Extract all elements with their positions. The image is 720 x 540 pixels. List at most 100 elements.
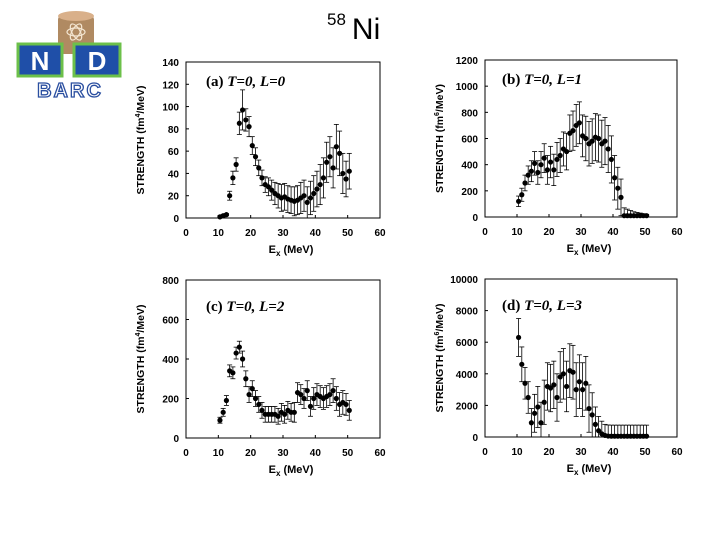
data-marker bbox=[217, 417, 223, 423]
data-point bbox=[324, 385, 330, 408]
data-point bbox=[528, 160, 535, 183]
data-marker bbox=[525, 394, 531, 401]
data-point bbox=[301, 179, 307, 212]
data-point bbox=[564, 360, 570, 413]
data-point bbox=[333, 386, 339, 411]
x-tick-label: 60 bbox=[671, 227, 683, 238]
y-tick-label: 4000 bbox=[456, 370, 479, 381]
y-axis-label-main: STRENGTH (fm bbox=[135, 336, 147, 413]
panel-label: (a) T=0, L=0 bbox=[206, 74, 286, 90]
y-tick-label: 400 bbox=[461, 161, 478, 172]
chart-panel-d: 0 10 20 30 40 50 60 0 2000 4000 6000 8000 10000 Ex (M… bbox=[434, 275, 683, 477]
data-marker bbox=[304, 199, 310, 205]
x-tick-label: 10 bbox=[511, 447, 523, 458]
panel-label: (b) T=0, L=1 bbox=[502, 72, 582, 88]
data-marker bbox=[252, 154, 259, 160]
data-marker bbox=[249, 386, 255, 392]
data-point bbox=[272, 181, 278, 206]
x-tick-label: 40 bbox=[310, 448, 322, 459]
data-point bbox=[327, 136, 333, 178]
data-marker bbox=[230, 370, 236, 376]
data-marker bbox=[532, 160, 538, 166]
y-axis-label: STRENGTH (fm4/MeV) bbox=[135, 86, 147, 195]
data-point bbox=[551, 153, 557, 187]
data-point bbox=[236, 340, 242, 354]
data-point bbox=[532, 393, 538, 433]
data-point bbox=[554, 373, 560, 422]
data-point bbox=[330, 147, 336, 189]
data-marker bbox=[570, 128, 576, 134]
x-tick-label: 30 bbox=[277, 448, 289, 459]
data-marker bbox=[644, 433, 650, 439]
y-axis-label-main: STRENGTH (fm bbox=[434, 335, 446, 412]
data-marker bbox=[343, 401, 349, 408]
data-marker bbox=[265, 184, 272, 190]
x-axis-label-sub: x bbox=[574, 468, 579, 477]
y-tick-label: 0 bbox=[472, 433, 478, 444]
data-marker bbox=[320, 175, 327, 181]
y-tick-label: 0 bbox=[472, 213, 478, 224]
data-marker bbox=[314, 186, 320, 192]
data-point bbox=[217, 416, 223, 424]
data-marker bbox=[608, 156, 615, 163]
x-axis-label-unit: (MeV) bbox=[578, 463, 611, 475]
y-axis-label-unit: /MeV) bbox=[434, 84, 446, 112]
data-marker bbox=[269, 187, 275, 193]
data-marker bbox=[541, 399, 547, 405]
x-tick-label: 40 bbox=[607, 227, 619, 238]
data-marker bbox=[233, 350, 239, 356]
logo-n-letter: N bbox=[31, 46, 50, 76]
x-tick-label: 20 bbox=[543, 227, 555, 238]
data-point bbox=[320, 157, 327, 199]
y-axis-label-unit: /MeV) bbox=[135, 305, 147, 333]
x-tick-label: 40 bbox=[607, 447, 619, 458]
data-point bbox=[311, 387, 317, 410]
data-marker bbox=[311, 395, 317, 402]
data-marker bbox=[596, 135, 602, 142]
x-tick-label: 0 bbox=[183, 228, 189, 239]
data-marker bbox=[333, 144, 339, 150]
data-marker bbox=[557, 152, 563, 159]
data-point bbox=[586, 121, 592, 167]
data-marker bbox=[282, 411, 288, 417]
y-tick-label: 600 bbox=[461, 135, 478, 146]
data-marker bbox=[239, 107, 246, 113]
data-marker bbox=[564, 383, 570, 390]
data-marker bbox=[605, 146, 611, 152]
data-point bbox=[557, 351, 563, 403]
y-axis-label-sup: 4 bbox=[135, 332, 142, 336]
data-marker bbox=[307, 195, 314, 201]
x-tick-label: 0 bbox=[183, 448, 189, 459]
x-axis-label: Ex (MeV) bbox=[269, 244, 314, 258]
data-point bbox=[346, 400, 352, 421]
data-marker bbox=[256, 401, 262, 408]
data-point bbox=[548, 145, 554, 179]
y-tick-label: 20 bbox=[168, 192, 180, 203]
data-point bbox=[239, 350, 246, 368]
x-axis-label-main: E bbox=[269, 244, 276, 256]
data-marker bbox=[275, 413, 281, 419]
y-tick-label: 0 bbox=[173, 214, 179, 225]
data-point bbox=[343, 160, 349, 198]
data-marker bbox=[551, 382, 557, 388]
y-tick-label: 100 bbox=[162, 103, 179, 114]
x-tick-label: 20 bbox=[245, 228, 257, 239]
data-point bbox=[554, 142, 560, 177]
data-marker bbox=[519, 361, 525, 367]
y-tick-label: 0 bbox=[173, 434, 179, 445]
x-tick-label: 10 bbox=[213, 228, 225, 239]
data-marker bbox=[301, 193, 307, 199]
y-tick-label: 60 bbox=[168, 147, 180, 158]
data-point bbox=[230, 366, 236, 380]
data-point bbox=[311, 175, 317, 212]
data-point bbox=[246, 386, 252, 403]
x-tick-label: 50 bbox=[639, 227, 651, 238]
data-marker bbox=[233, 161, 239, 168]
data-point bbox=[560, 131, 567, 167]
data-point bbox=[589, 118, 595, 164]
data-point bbox=[236, 111, 242, 135]
element-symbol: Ni bbox=[351, 13, 381, 46]
data-marker bbox=[560, 371, 567, 377]
data-point bbox=[535, 160, 541, 185]
